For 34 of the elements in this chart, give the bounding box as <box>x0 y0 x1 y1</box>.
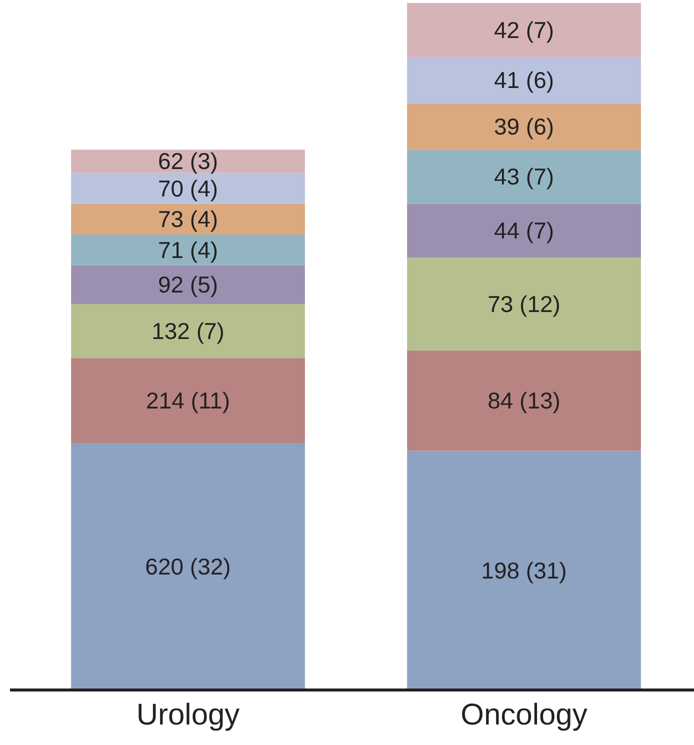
data-label: 43 (7) <box>494 164 554 190</box>
data-label: 44 (7) <box>494 218 554 244</box>
bar <box>407 204 641 258</box>
bar <box>407 150 641 204</box>
data-label: 620 (32) <box>145 553 231 580</box>
bar <box>71 265 305 304</box>
data-label: 42 (7) <box>494 17 554 44</box>
data-label: 214 (11) <box>146 388 230 414</box>
data-label: 41 (6) <box>494 67 554 94</box>
bar <box>407 3 641 58</box>
bar <box>71 358 305 443</box>
bar <box>407 57 641 104</box>
data-label: 39 (6) <box>494 114 554 140</box>
bar <box>407 450 641 690</box>
data-label: 71 (4) <box>158 237 218 264</box>
bar <box>71 234 305 266</box>
bar <box>71 172 305 204</box>
x-tick-label: Oncology <box>460 698 588 732</box>
bar <box>71 204 305 235</box>
bar <box>71 442 305 690</box>
data-label: 73 (4) <box>158 206 218 232</box>
data-label: 198 (31) <box>481 557 567 584</box>
data-label: 73 (12) <box>488 291 560 318</box>
data-label: 92 (5) <box>158 272 218 298</box>
bar <box>407 350 641 451</box>
data-label: 132 (7) <box>152 318 224 344</box>
bar <box>71 304 305 358</box>
data-label: 84 (13) <box>488 388 560 414</box>
bar <box>71 150 305 173</box>
data-label: 62 (3) <box>158 148 218 174</box>
bar <box>407 258 641 350</box>
bar <box>407 103 641 150</box>
x-tick-label: Urology <box>136 698 240 732</box>
data-label: 70 (4) <box>158 175 218 202</box>
